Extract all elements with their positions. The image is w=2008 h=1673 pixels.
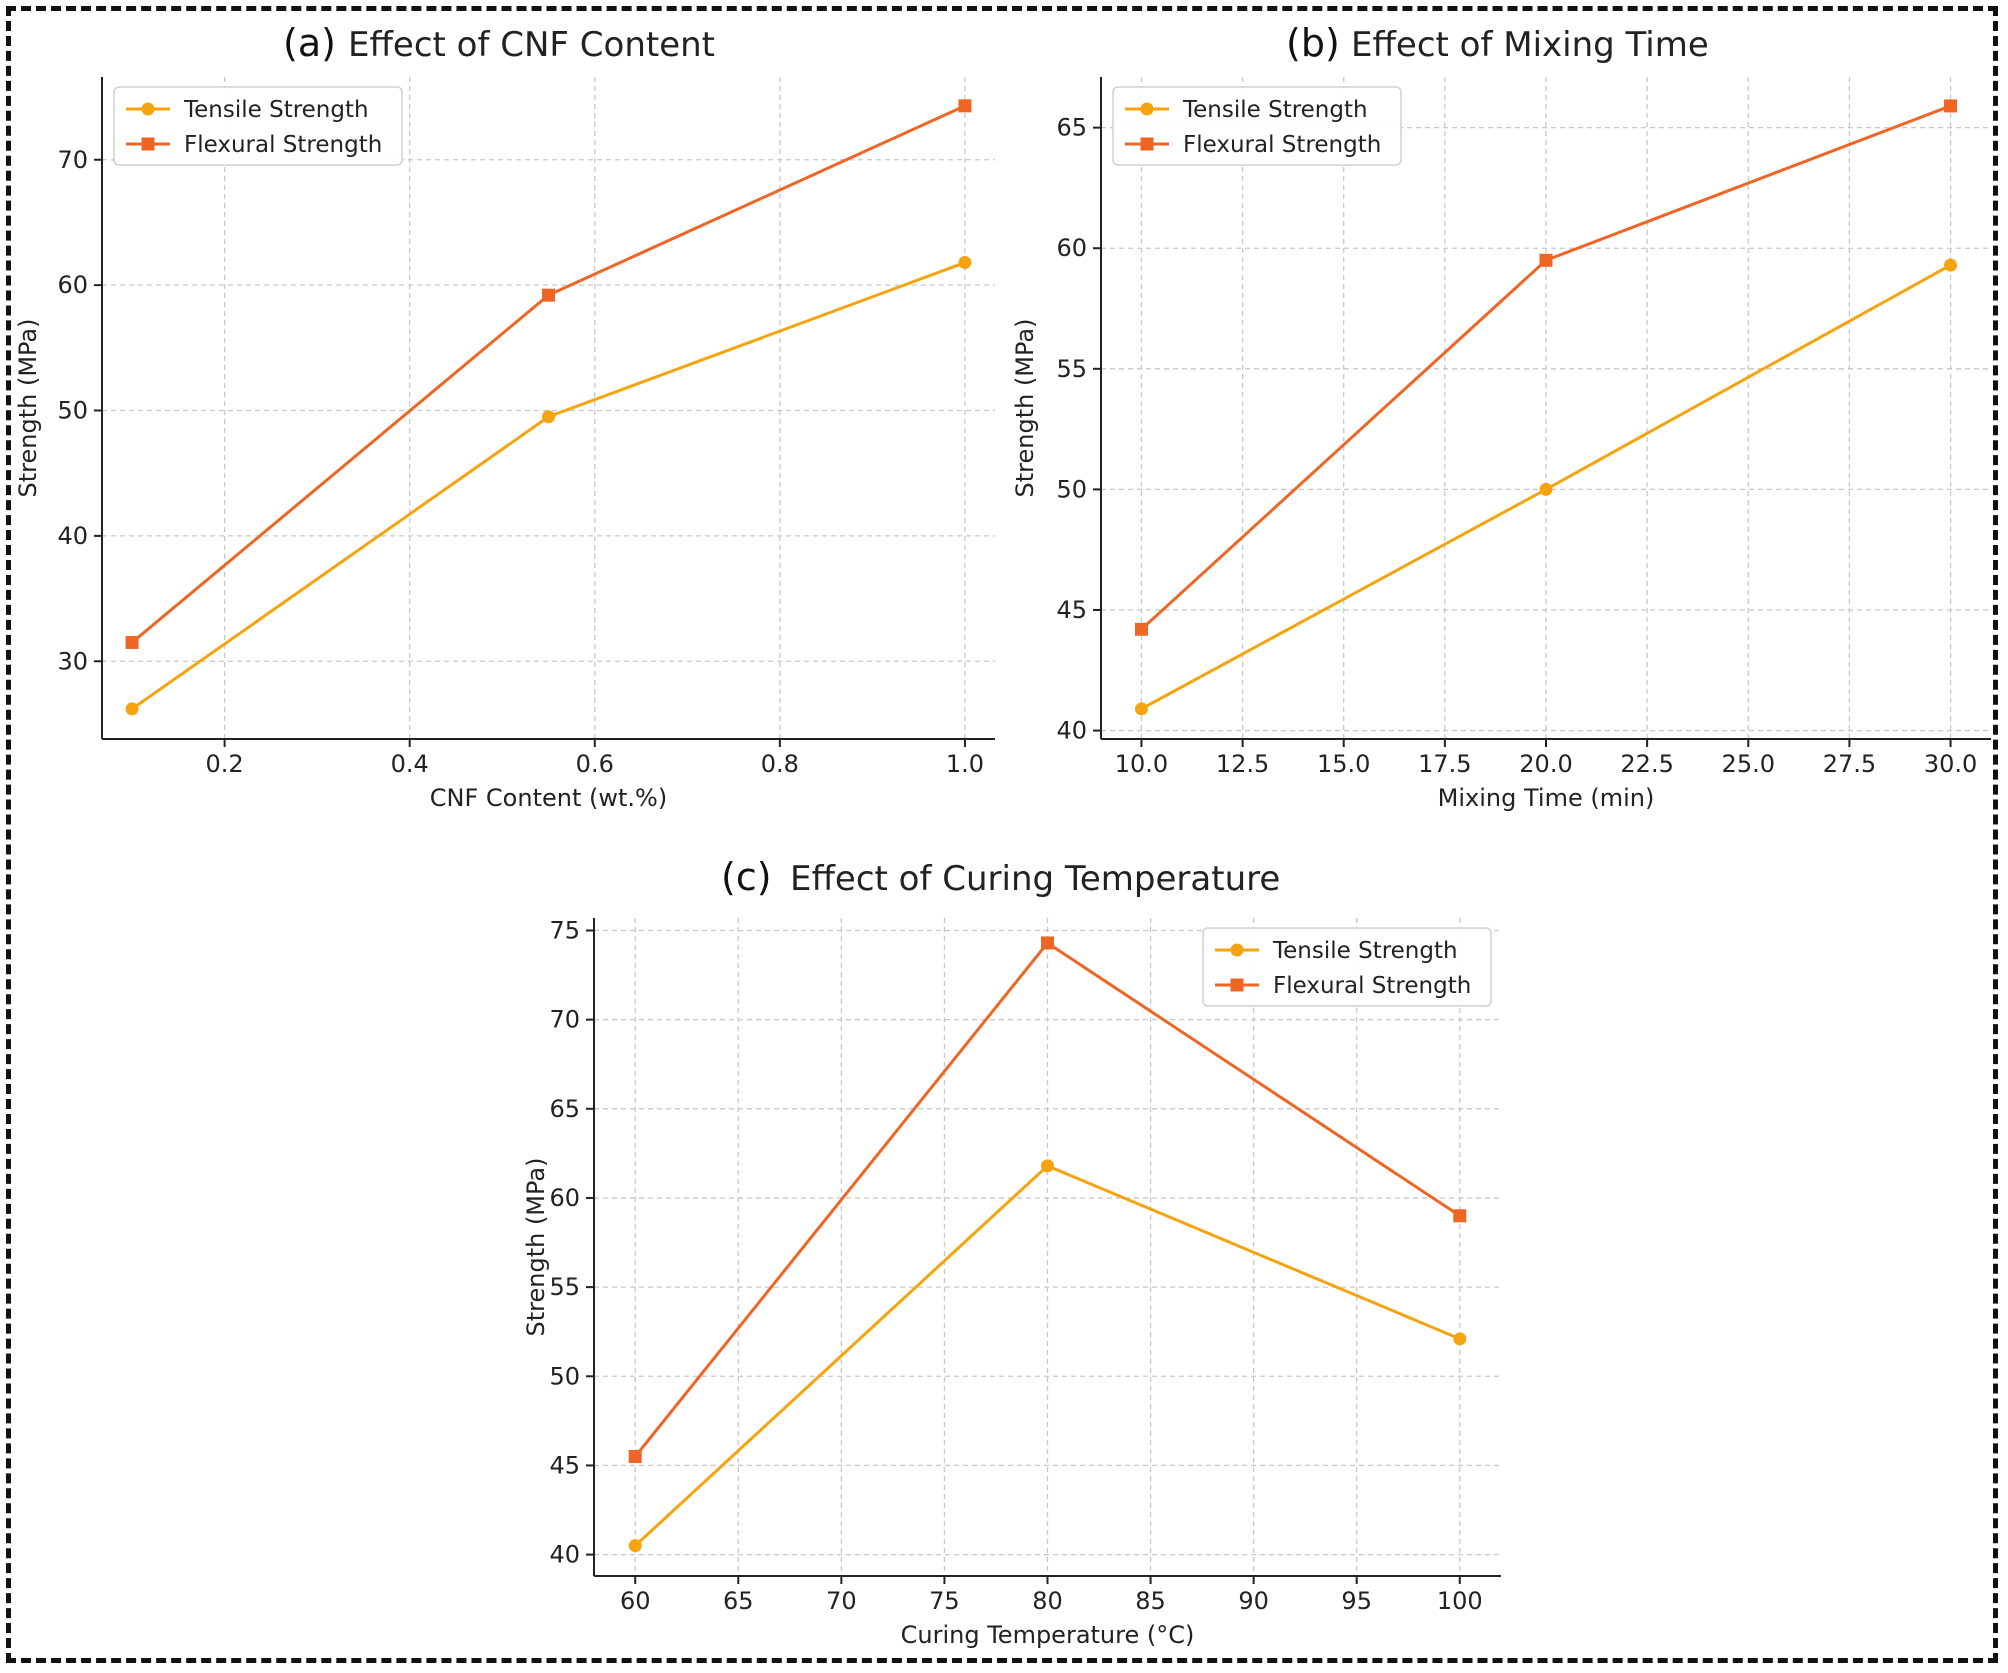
- y-tick-label: 55: [549, 1273, 580, 1301]
- y-tick-label: 50: [1056, 475, 1087, 503]
- figure-border: [6, 6, 1998, 1663]
- x-tick-label: 75: [929, 1587, 960, 1615]
- series-line-tensile: [131, 261, 966, 711]
- legend-label: Tensile Strength: [183, 97, 369, 123]
- x-tick-label: 65: [723, 1587, 754, 1615]
- y-tick-label: 70: [57, 146, 88, 174]
- data-point-tensile: [1539, 482, 1553, 496]
- chart-c: 60 65 70 75 80 85 90 95 100 40 45 50 55 60 65 70 75 Curin…: [522, 855, 1501, 1649]
- data-point-flexural: [1453, 1209, 1467, 1223]
- data-point-flexural: [1134, 622, 1148, 636]
- data-point-tensile: [542, 410, 555, 424]
- data-point-flexural: [1944, 99, 1958, 113]
- data-point-flexural: [628, 1450, 642, 1464]
- y-tick-label: 40: [549, 1541, 580, 1569]
- x-tick-label: 95: [1341, 1587, 1372, 1615]
- legend-label: Flexural Strength: [184, 132, 382, 158]
- y-tick-label: 30: [57, 647, 88, 675]
- chart-title: Effect of CNF Content: [348, 25, 715, 65]
- x-tick-label: 20.0: [1519, 750, 1572, 778]
- chart-title: Effect of Curing Temperature: [790, 859, 1280, 899]
- x-axis-label: CNF Content (wt.%): [430, 784, 667, 812]
- legend-marker-square: [141, 137, 155, 151]
- x-tick-label: 22.5: [1620, 750, 1673, 778]
- x-tick-label: 70: [826, 1587, 857, 1615]
- data-point-tensile: [1134, 702, 1148, 716]
- x-tick-label: 60: [620, 1587, 651, 1615]
- legend: Tensile Strength Flexural Strength: [1202, 927, 1492, 1007]
- panel-label: (a): [283, 21, 336, 65]
- legend-box: [1202, 927, 1492, 1007]
- y-axis-label: Strength (MPa): [1011, 319, 1039, 498]
- legend-label: Flexural Strength: [1273, 973, 1471, 999]
- legend: Tensile Strength Flexural Strength: [113, 86, 403, 166]
- y-tick-label: 45: [1056, 596, 1087, 624]
- legend-marker-circle: [1140, 102, 1154, 116]
- y-tick-label: 70: [549, 1006, 580, 1034]
- data-point-flexural: [542, 288, 555, 302]
- data-point-flexural: [1041, 936, 1054, 950]
- x-tick-label: 90: [1238, 1587, 1269, 1615]
- x-tick-label: 30.0: [1924, 750, 1977, 778]
- x-tick-label: 0.8: [761, 750, 799, 778]
- y-tick-label: 50: [549, 1362, 580, 1390]
- x-tick-label: 80: [1032, 1587, 1063, 1615]
- data-point-flexural: [1539, 253, 1553, 267]
- y-tick-label: 40: [57, 522, 88, 550]
- data-point-flexural: [958, 99, 972, 113]
- y-tick-label: 45: [549, 1451, 580, 1479]
- x-tick-label: 25.0: [1722, 750, 1775, 778]
- legend-label: Flexural Strength: [1183, 132, 1381, 158]
- data-point-tensile: [958, 256, 972, 270]
- data-point-tensile: [1041, 1159, 1054, 1173]
- data-point-tensile: [628, 1539, 642, 1553]
- x-axis-label: Mixing Time (min): [1438, 784, 1655, 812]
- data-point-tensile: [125, 702, 139, 716]
- x-tick-label: 0.4: [391, 750, 429, 778]
- legend-marker-circle: [1230, 943, 1244, 957]
- x-tick-label: 15.0: [1317, 750, 1370, 778]
- x-tick-label: 100: [1437, 1587, 1483, 1615]
- legend-box: [113, 86, 403, 166]
- x-tick-label: 27.5: [1823, 750, 1876, 778]
- panel-label: (c): [721, 855, 772, 899]
- data-point-tensile: [1453, 1332, 1467, 1346]
- legend-label: Tensile Strength: [1272, 938, 1458, 964]
- legend-label: Tensile Strength: [1182, 97, 1368, 123]
- y-tick-label: 60: [549, 1184, 580, 1212]
- x-tick-label: 85: [1135, 1587, 1166, 1615]
- data-point-tensile: [1944, 258, 1958, 272]
- chart-title: Effect of Mixing Time: [1351, 25, 1709, 65]
- y-tick-label: 40: [1056, 717, 1087, 745]
- y-tick-label: 75: [549, 916, 580, 944]
- data-point-flexural: [125, 635, 139, 649]
- x-tick-label: 1.0: [946, 750, 984, 778]
- y-axis-label: Strength (MPa): [522, 1158, 550, 1337]
- y-axis-label: Strength (MPa): [14, 319, 42, 498]
- legend: Tensile Strength Flexural Strength: [1112, 86, 1402, 166]
- panel-label: (b): [1286, 21, 1340, 65]
- chart-b: 10.0 12.5 15.0 17.5 20.0 22.5 25.0 27.5 30.0 40 45…: [1011, 21, 1991, 812]
- x-tick-label: 10.0: [1115, 750, 1168, 778]
- y-tick-label: 60: [57, 271, 88, 299]
- legend-marker-square: [1230, 978, 1244, 992]
- x-tick-label: 17.5: [1418, 750, 1471, 778]
- y-tick-label: 55: [1056, 355, 1087, 383]
- legend-box: [1112, 86, 1402, 166]
- chart-a: 0.2 0.4 0.6 0.8 1.0 30 40 50 60 70 CNF Content (wt…: [14, 21, 995, 812]
- x-tick-label: 0.2: [206, 750, 244, 778]
- y-tick-label: 65: [549, 1095, 580, 1123]
- x-tick-label: 0.6: [576, 750, 614, 778]
- y-tick-label: 60: [1056, 234, 1087, 262]
- x-axis-label: Curing Temperature (°C): [901, 1621, 1195, 1649]
- y-tick-label: 50: [57, 397, 88, 425]
- y-tick-label: 65: [1056, 114, 1087, 142]
- series-line-flexural: [131, 104, 966, 644]
- legend-marker-square: [1140, 137, 1154, 151]
- x-tick-label: 12.5: [1216, 750, 1269, 778]
- legend-marker-circle: [141, 102, 155, 116]
